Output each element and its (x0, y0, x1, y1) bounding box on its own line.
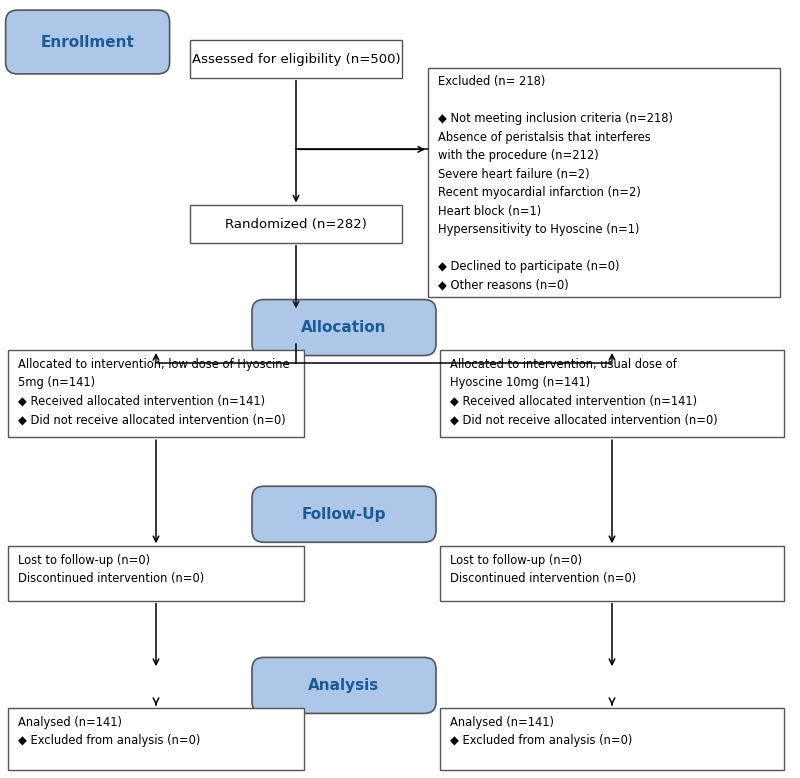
Text: Allocated to intervention, low dose of Hyoscine
5mg (n=141)
◆ Received allocated: Allocated to intervention, low dose of H… (18, 358, 290, 426)
Text: Analysed (n=141)
◆ Excluded from analysis (n=0): Analysed (n=141) ◆ Excluded from analysi… (18, 716, 201, 747)
FancyBboxPatch shape (440, 350, 784, 437)
FancyBboxPatch shape (252, 300, 436, 356)
FancyBboxPatch shape (190, 40, 402, 78)
Text: Randomized (n=282): Randomized (n=282) (226, 218, 367, 230)
FancyBboxPatch shape (8, 546, 304, 601)
FancyBboxPatch shape (190, 205, 402, 243)
Text: Assessed for eligibility (n=500): Assessed for eligibility (n=500) (192, 53, 401, 65)
FancyBboxPatch shape (8, 350, 304, 437)
Text: Enrollment: Enrollment (41, 34, 134, 50)
Text: Allocation: Allocation (302, 320, 386, 335)
FancyBboxPatch shape (252, 657, 436, 713)
Text: Lost to follow-up (n=0)
Discontinued intervention (n=0): Lost to follow-up (n=0) Discontinued int… (450, 554, 637, 585)
Text: Allocated to intervention, usual dose of
Hyoscine 10mg (n=141)
◆ Received alloca: Allocated to intervention, usual dose of… (450, 358, 718, 426)
Text: Lost to follow-up (n=0)
Discontinued intervention (n=0): Lost to follow-up (n=0) Discontinued int… (18, 554, 205, 585)
FancyBboxPatch shape (440, 546, 784, 601)
FancyBboxPatch shape (428, 68, 780, 297)
FancyBboxPatch shape (8, 708, 304, 770)
FancyBboxPatch shape (6, 10, 170, 74)
FancyBboxPatch shape (252, 486, 436, 542)
Text: Analysed (n=141)
◆ Excluded from analysis (n=0): Analysed (n=141) ◆ Excluded from analysi… (450, 716, 633, 747)
Text: Follow-Up: Follow-Up (302, 506, 386, 522)
Text: Excluded (n= 218)

◆ Not meeting inclusion criteria (n=218)
Absence of peristals: Excluded (n= 218) ◆ Not meeting inclusio… (438, 75, 674, 292)
FancyBboxPatch shape (440, 708, 784, 770)
Text: Analysis: Analysis (308, 678, 380, 693)
